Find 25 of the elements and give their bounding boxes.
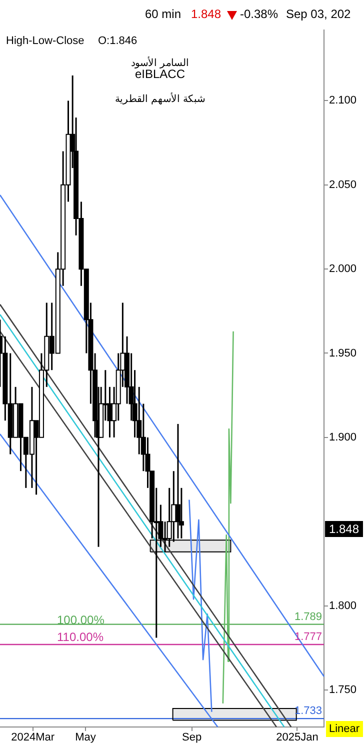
chart-title: 60 min [145, 7, 182, 21]
x-tick-label: Sep [182, 732, 202, 744]
x-tick-label: 2024Mar [11, 732, 55, 744]
text: 1.848 [191, 7, 222, 21]
y-tick-label: 1.900 [329, 431, 357, 444]
y-tick-label: 1.750 [329, 684, 357, 696]
y-tick-label: 1.800 [329, 600, 357, 612]
text: -0.38% [240, 7, 278, 21]
annotation: High-Low-Close [6, 35, 84, 47]
text: Linear [326, 721, 363, 737]
x-tick-label: May [75, 732, 96, 744]
y-tick-label: 2.100 [329, 94, 357, 107]
y-tick-label: 2.000 [329, 263, 357, 276]
annotation: 100.00% [57, 613, 104, 627]
text: Sep 03, 202 [286, 7, 351, 21]
annotation: O:1.846 [98, 35, 138, 47]
y-tick-label: 2.050 [329, 178, 357, 191]
annotation: شبكة الأسهم القطرية [114, 93, 206, 105]
annotation: eIBLACC [134, 67, 186, 81]
y-tick-label: 1.950 [329, 347, 357, 360]
annotation: 110.00% [57, 630, 104, 644]
text: 1.848 [325, 521, 364, 537]
annotation: السامر الأسود [130, 57, 190, 69]
ref-line-label: 1.789 [294, 610, 322, 623]
x-tick-label: 2025Jan [276, 732, 318, 744]
